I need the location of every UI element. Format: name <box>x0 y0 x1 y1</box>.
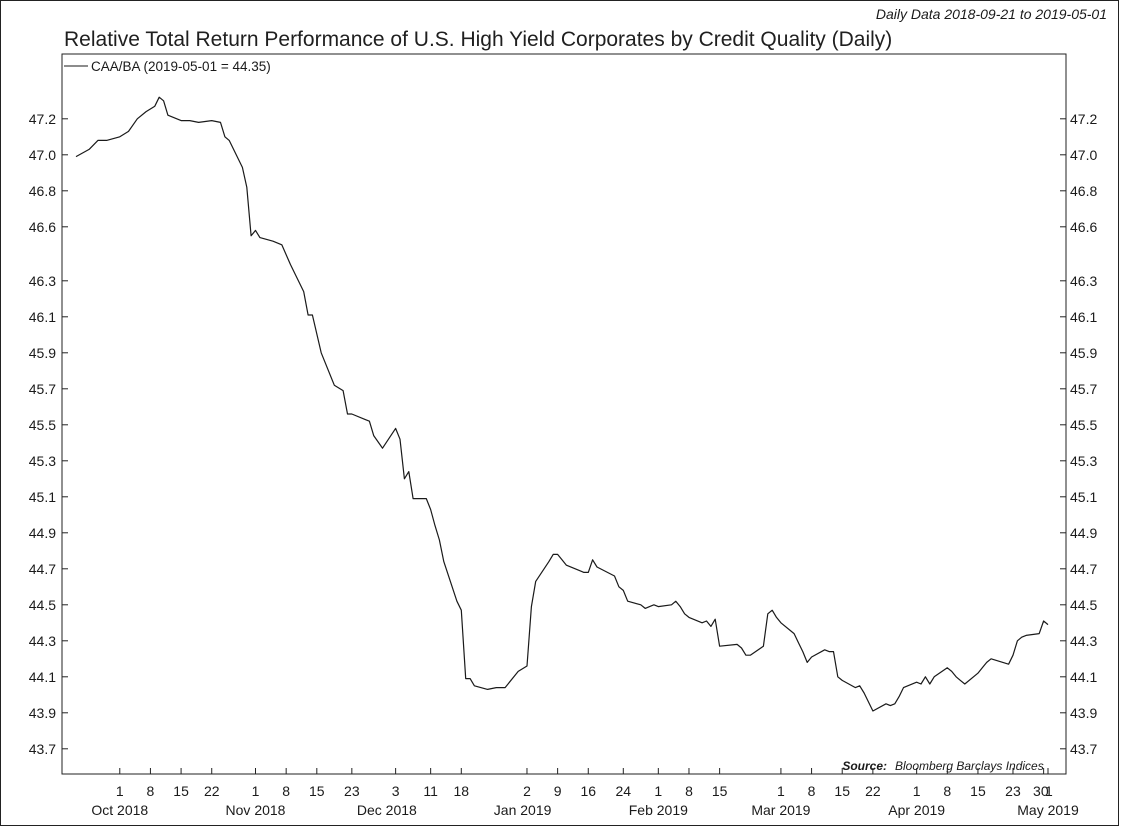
series-layer <box>75 96 1049 712</box>
source-note: Source: Bloomberg Barclays Indices <box>842 759 1043 773</box>
y-tick-right-label: 44.1 <box>1070 669 1097 685</box>
x-month-label: Feb 2019 <box>629 802 688 818</box>
source-label: Source: <box>842 759 887 773</box>
x-tick-label: 15 <box>970 783 986 799</box>
y-tick-right-label: 45.3 <box>1070 453 1097 469</box>
y-tick-right-label: 45.9 <box>1070 345 1097 361</box>
x-tick-label: 23 <box>344 783 360 799</box>
x-tick-label: 15 <box>834 783 850 799</box>
y-tick-left-label: 44.9 <box>29 525 56 541</box>
y-tick-left-label: 46.1 <box>29 309 56 325</box>
y-tick-left-label: 47.2 <box>29 111 56 127</box>
y-tick-right-label: 46.8 <box>1070 183 1097 199</box>
x-tick-label: 1 <box>913 783 921 799</box>
y-tick-right-label: 45.5 <box>1070 417 1097 433</box>
y-tick-right-label: 46.6 <box>1070 219 1097 235</box>
x-tick-label: 15 <box>309 783 325 799</box>
legend: CAA/BA (2019-05-01 = 44.35) <box>64 59 271 74</box>
x-tick-label: 1 <box>654 783 662 799</box>
y-tick-right-label: 44.5 <box>1070 597 1097 613</box>
y-tick-left-label: 44.1 <box>29 669 56 685</box>
series-line-0 <box>75 96 1049 712</box>
x-tick-label: 1 <box>252 783 260 799</box>
y-tick-right-label: 44.3 <box>1070 633 1097 649</box>
y-tick-left-label: 43.9 <box>29 705 56 721</box>
x-tick-label: 8 <box>282 783 290 799</box>
y-tick-right-label: 43.7 <box>1070 741 1097 757</box>
y-tick-right-label: 43.9 <box>1070 705 1097 721</box>
y-tick-left-label: 45.1 <box>29 489 56 505</box>
x-tick-label: 18 <box>454 783 470 799</box>
y-tick-left-label: 43.7 <box>29 741 56 757</box>
x-tick-label: 22 <box>865 783 881 799</box>
x-tick-label: 11 <box>423 783 438 799</box>
y-axis-left: 47.2 47.0 46.8 46.6 46.3 46.1 45.9 45.7 45.5 45.3… <box>29 111 68 757</box>
plot-area <box>61 53 1067 775</box>
legend-label: CAA/BA (2019-05-01 = 44.35) <box>91 59 271 74</box>
x-tick-label: 9 <box>554 783 562 799</box>
y-tick-left-label: 46.3 <box>29 273 56 289</box>
y-tick-left-label: 44.7 <box>29 561 56 577</box>
x-tick-label: 23 <box>1005 783 1021 799</box>
y-tick-left-label: 44.5 <box>29 597 56 613</box>
x-axis: 1 8 15 22 1 8 15 23 3 11 18 2 9 16 24 1 8 15 1 8 15 22 1 8 15 23 3… <box>91 768 1079 818</box>
x-month-label: Oct 2018 <box>91 802 148 818</box>
x-month-label: Jan 2019 <box>494 802 552 818</box>
y-axis-right: 47.2 47.0 46.8 46.6 46.3 46.1 45.9 45.7 45.5 45.3… <box>1060 111 1097 757</box>
y-tick-right-label: 46.1 <box>1070 309 1097 325</box>
x-tick-label: 15 <box>173 783 189 799</box>
x-tick-label: 8 <box>943 783 951 799</box>
x-tick-label: 8 <box>685 783 693 799</box>
y-tick-left-label: 45.9 <box>29 345 56 361</box>
x-tick-label: 16 <box>580 783 596 799</box>
y-tick-right-label: 45.7 <box>1070 381 1097 397</box>
y-tick-left-label: 45.7 <box>29 381 56 397</box>
x-tick-label: 22 <box>204 783 220 799</box>
y-tick-left-label: 45.3 <box>29 453 56 469</box>
x-tick-label: 2 <box>523 783 531 799</box>
x-tick-label: 1 <box>1045 783 1053 799</box>
source-value: Bloomberg Barclays Indices <box>895 759 1044 773</box>
x-month-label: Mar 2019 <box>751 802 810 818</box>
y-tick-left-label: 46.6 <box>29 219 56 235</box>
x-tick-label: 15 <box>712 783 728 799</box>
x-tick-label: 3 <box>392 783 400 799</box>
chart-title: Relative Total Return Performance of U.S… <box>64 28 893 51</box>
y-tick-right-label: 47.2 <box>1070 111 1097 127</box>
x-tick-label: 8 <box>147 783 155 799</box>
x-month-label: Dec 2018 <box>357 802 417 818</box>
x-month-label: May 2019 <box>1017 802 1079 818</box>
x-tick-label: 30 <box>1033 783 1049 799</box>
y-tick-left-label: 44.3 <box>29 633 56 649</box>
y-tick-right-label: 44.9 <box>1070 525 1097 541</box>
x-month-label: Apr 2019 <box>888 802 945 818</box>
y-tick-left-label: 47.0 <box>29 147 56 163</box>
y-tick-right-label: 46.3 <box>1070 273 1097 289</box>
x-tick-label: 1 <box>116 783 124 799</box>
x-tick-label: 1 <box>777 783 785 799</box>
x-tick-label: 8 <box>808 783 816 799</box>
date-range-label: Daily Data 2018-09-21 to 2019-05-01 <box>875 6 1107 22</box>
x-month-label: Nov 2018 <box>226 802 286 818</box>
y-tick-right-label: 45.1 <box>1070 489 1097 505</box>
y-tick-right-label: 47.0 <box>1070 147 1097 163</box>
y-tick-right-label: 44.7 <box>1070 561 1097 577</box>
y-tick-left-label: 46.8 <box>29 183 56 199</box>
y-tick-left-label: 45.5 <box>29 417 56 433</box>
x-tick-label: 24 <box>616 783 632 799</box>
